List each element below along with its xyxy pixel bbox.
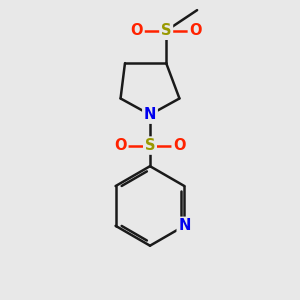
Text: O: O: [189, 23, 202, 38]
Text: N: N: [144, 107, 156, 122]
Text: N: N: [178, 218, 190, 233]
Text: S: S: [161, 23, 171, 38]
Text: S: S: [145, 138, 155, 153]
Text: O: O: [114, 138, 127, 153]
Text: O: O: [130, 23, 143, 38]
Text: O: O: [173, 138, 186, 153]
